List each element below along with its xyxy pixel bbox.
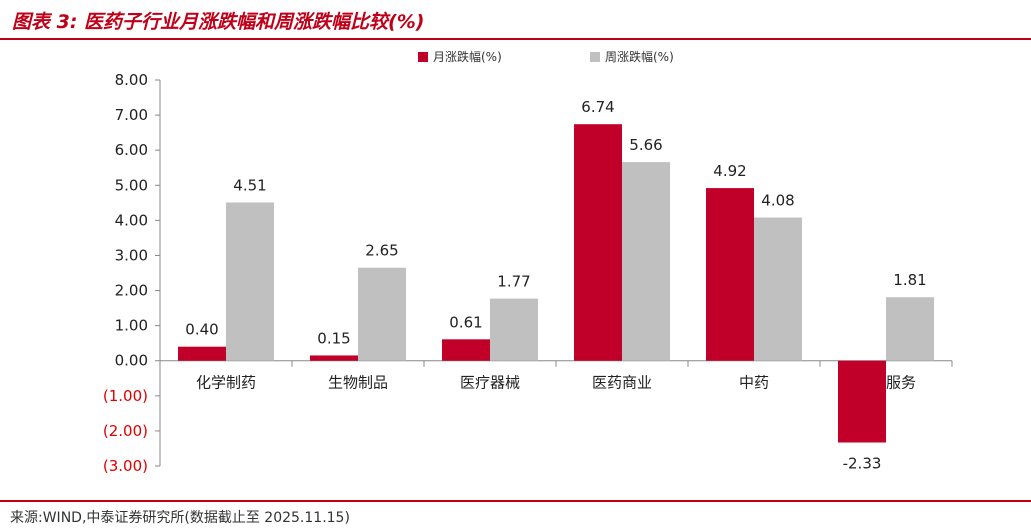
source-bar: 来源:WIND,中泰证券研究所(数据截止至 2025.11.15) — [0, 500, 1031, 530]
source-note: 来源:WIND,中泰证券研究所(数据截止至 2025.11.15) — [10, 510, 350, 526]
data-label-weekly: 4.08 — [761, 192, 794, 210]
data-label-weekly: 1.81 — [893, 271, 926, 289]
data-label-monthly: 4.92 — [713, 162, 746, 180]
title-bar: 图表 3: 医药子行业月涨跌幅和周涨跌幅比较(%) — [0, 0, 1031, 40]
chart-area: 月涨跌幅(%) 周涨跌幅(%) 8.00 7.00 6.00 5.00 4.00 3.00 2.… — [0, 40, 1031, 500]
data-label-weekly: 2.65 — [365, 242, 398, 260]
y-tick-label: 1.00 — [115, 317, 148, 335]
data-label-monthly: 6.74 — [581, 98, 614, 116]
legend-label-monthly: 月涨跌幅(%) — [433, 49, 502, 64]
x-tick-label: 生物制品 — [328, 374, 388, 392]
bar-monthly — [574, 124, 622, 361]
data-label-monthly: -2.33 — [843, 454, 882, 472]
bar-monthly — [706, 188, 754, 361]
y-tick-label: 3.00 — [115, 246, 148, 264]
bar-weekly — [358, 267, 406, 361]
y-tick-label: (2.00) — [103, 422, 148, 440]
y-tick-label: (3.00) — [103, 457, 148, 475]
legend-swatch-weekly — [590, 52, 600, 62]
legend-swatch-monthly — [418, 52, 428, 62]
data-label-weekly: 5.66 — [629, 136, 662, 154]
x-tick-label: 医药商业 — [592, 374, 652, 392]
y-tick-label: 5.00 — [115, 176, 148, 194]
x-tick-label: 中药 — [739, 374, 769, 392]
y-tick-label: 4.00 — [115, 211, 148, 229]
bar-monthly — [178, 346, 226, 361]
bar-weekly — [622, 162, 670, 361]
bar-weekly — [226, 202, 274, 361]
x-tick-label: 医疗器械 — [460, 374, 520, 392]
bar-monthly — [310, 355, 358, 361]
data-label-monthly: 0.15 — [317, 329, 350, 347]
bar-weekly — [886, 297, 934, 361]
bar-weekly — [490, 298, 538, 361]
bar-weekly — [754, 217, 802, 361]
legend-label-weekly: 周涨跌幅(%) — [605, 49, 674, 64]
data-label-weekly: 4.51 — [233, 176, 266, 194]
y-tick-label: (1.00) — [103, 387, 148, 405]
y-tick-label: 6.00 — [115, 141, 148, 159]
figure-title: 图表 3: 医药子行业月涨跌幅和周涨跌幅比较(%) — [12, 11, 425, 33]
y-tick-label: 8.00 — [115, 71, 148, 89]
y-tick-label: 2.00 — [115, 282, 148, 300]
data-label-monthly: 0.40 — [185, 321, 218, 339]
y-tick-label: 0.00 — [115, 352, 148, 370]
bar-monthly — [838, 360, 886, 443]
bar-monthly — [442, 339, 490, 361]
data-label-weekly: 1.77 — [497, 273, 530, 291]
x-tick-label: 化学制药 — [196, 374, 256, 392]
data-label-monthly: 0.61 — [449, 313, 482, 331]
y-tick-label: 7.00 — [115, 106, 148, 124]
bar-chart: 月涨跌幅(%) 周涨跌幅(%) 8.00 7.00 6.00 5.00 4.00 3.00 2.… — [103, 49, 953, 475]
